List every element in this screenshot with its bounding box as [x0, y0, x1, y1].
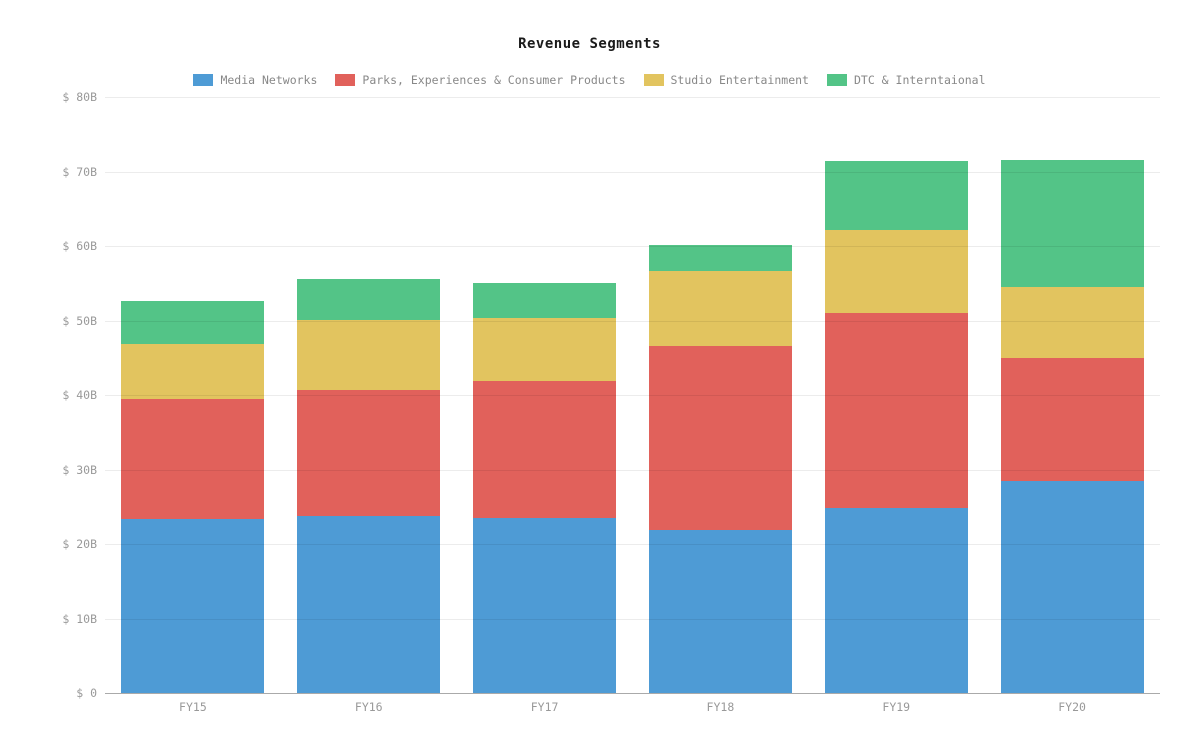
gridline [105, 469, 1160, 471]
legend-swatch-icon [643, 74, 664, 86]
legend-item-2[interactable]: Parks, Experiences & Consumer Products [335, 73, 626, 87]
x-axis-tick-label: FY18 [706, 700, 735, 714]
bar-segment [825, 230, 968, 314]
legend-label: Parks, Experiences & Consumer Products [362, 73, 626, 87]
y-axis-tick-label: $ 60B [62, 239, 97, 253]
bar-segment [825, 508, 968, 693]
y-axis-tick-label: $ 50B [62, 313, 97, 328]
bar-segment [473, 318, 616, 381]
bar-segment [825, 161, 968, 231]
legend-swatch-icon [826, 74, 847, 86]
gridline [105, 395, 1160, 396]
bar-segment [473, 282, 616, 319]
bar-segment [121, 519, 264, 693]
y-axis-tick-label: $ 20B [62, 537, 97, 551]
legend-label: Media Networks [220, 73, 318, 87]
gridline [105, 618, 1160, 620]
y-axis-tick-label: $ 80B [62, 90, 97, 104]
legend-item-4[interactable]: DTC & Interntaional [826, 73, 986, 87]
bar-segment [473, 517, 616, 693]
gridline [105, 320, 1160, 322]
bar-segment [297, 516, 440, 693]
y-axis-tick-label: $ 40B [62, 388, 97, 402]
bar-segment [121, 343, 264, 399]
legend: Media Networks Parks, Experiences & Consu… [0, 72, 1179, 88]
bar-segment [473, 380, 616, 518]
x-axis-tick-label: FY16 [354, 700, 383, 714]
bar-segment [121, 301, 264, 344]
legend-swatch-icon [193, 74, 214, 86]
x-axis-tick-label: FY20 [1058, 700, 1086, 714]
legend-swatch-icon [335, 74, 356, 86]
legend-item-3[interactable]: Studio Entertainment [643, 73, 809, 87]
bar-segment [1001, 481, 1144, 693]
gridline [105, 97, 1160, 98]
bar-segment [1001, 160, 1144, 287]
bar-segment [649, 270, 792, 346]
bar-segment [297, 278, 440, 320]
bar-segment [825, 313, 968, 509]
y-axis-tick-label: $ 10B [62, 611, 97, 626]
y-axis-tick-label: $ 30B [62, 462, 97, 477]
bar-segment [1001, 286, 1144, 359]
bar-segment [1001, 358, 1144, 482]
bar-segment [649, 345, 792, 530]
bar-segment [649, 245, 792, 271]
x-axis-tick-label: FY19 [882, 700, 911, 714]
legend-label: Studio Entertainment [670, 73, 809, 87]
legend-label: DTC & Interntaional [853, 73, 986, 87]
chart-title: Revenue Segments [518, 36, 661, 52]
gridline [105, 544, 1160, 545]
gridline [105, 171, 1160, 173]
x-axis-tick-label: FY17 [530, 700, 559, 714]
bar-segment [121, 398, 264, 520]
x-axis-tick-label: FY15 [179, 700, 207, 714]
legend-item-1[interactable]: Media Networks [193, 73, 317, 87]
bar-segment [297, 319, 440, 390]
bar-segment [297, 389, 440, 517]
x-axis-line [105, 693, 1160, 694]
gridline [105, 246, 1160, 247]
y-axis-tick-label: $ 0 [76, 686, 97, 700]
y-axis-tick-label: $ 70B [62, 164, 97, 179]
bar-segment [649, 529, 792, 693]
